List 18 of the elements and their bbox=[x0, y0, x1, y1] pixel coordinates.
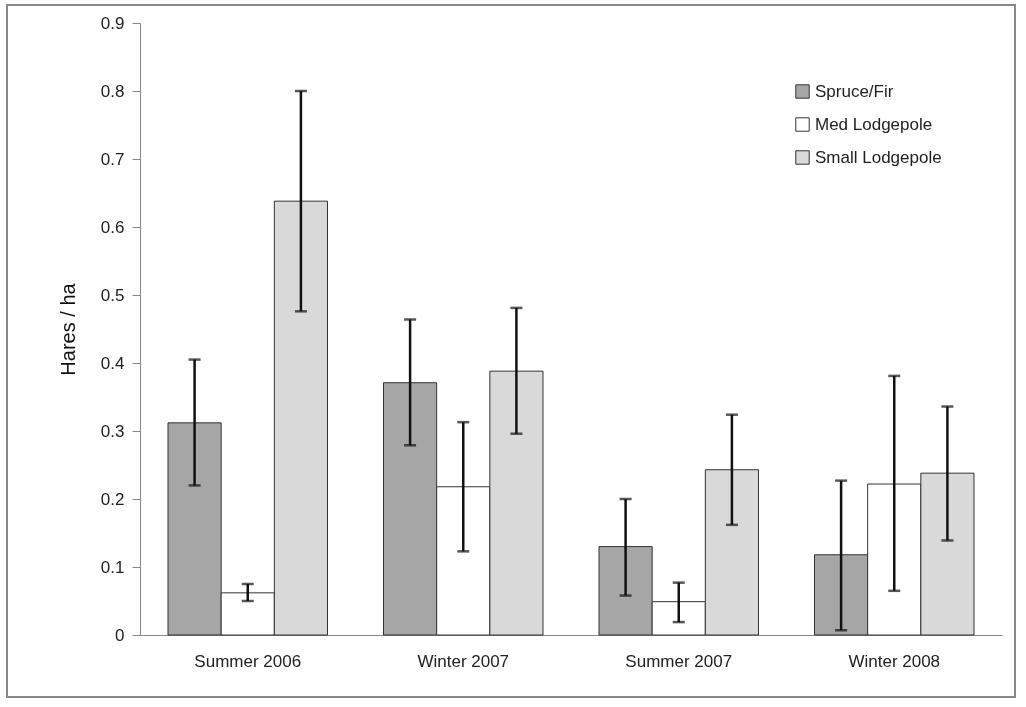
x-tick-label: Summer 2007 bbox=[625, 651, 733, 671]
y-tick-label: 0.3 bbox=[100, 421, 125, 441]
legend-label: Med Lodgepole bbox=[815, 114, 933, 134]
y-tick-label: 0.7 bbox=[100, 149, 125, 169]
y-tick-label: 0.4 bbox=[100, 353, 125, 373]
y-tick-label: 0.5 bbox=[100, 285, 125, 305]
legend-label: Spruce/Fir bbox=[815, 81, 894, 101]
y-tick-label: 0.1 bbox=[100, 557, 125, 577]
y-tick-label: 0.2 bbox=[100, 489, 125, 509]
y-tick-label: 0.8 bbox=[100, 81, 125, 101]
x-tick-label: Winter 2007 bbox=[417, 651, 510, 671]
legend-label: Small Lodgepole bbox=[815, 147, 942, 167]
y-axis-title: Hares / ha bbox=[56, 282, 79, 376]
y-tick-label: 0.6 bbox=[100, 217, 125, 237]
y-tick-label: 0.9 bbox=[100, 13, 125, 33]
x-tick-label: Summer 2006 bbox=[194, 651, 302, 671]
y-tick-label: 0 bbox=[115, 625, 125, 645]
x-tick-label: Winter 2008 bbox=[848, 651, 941, 671]
